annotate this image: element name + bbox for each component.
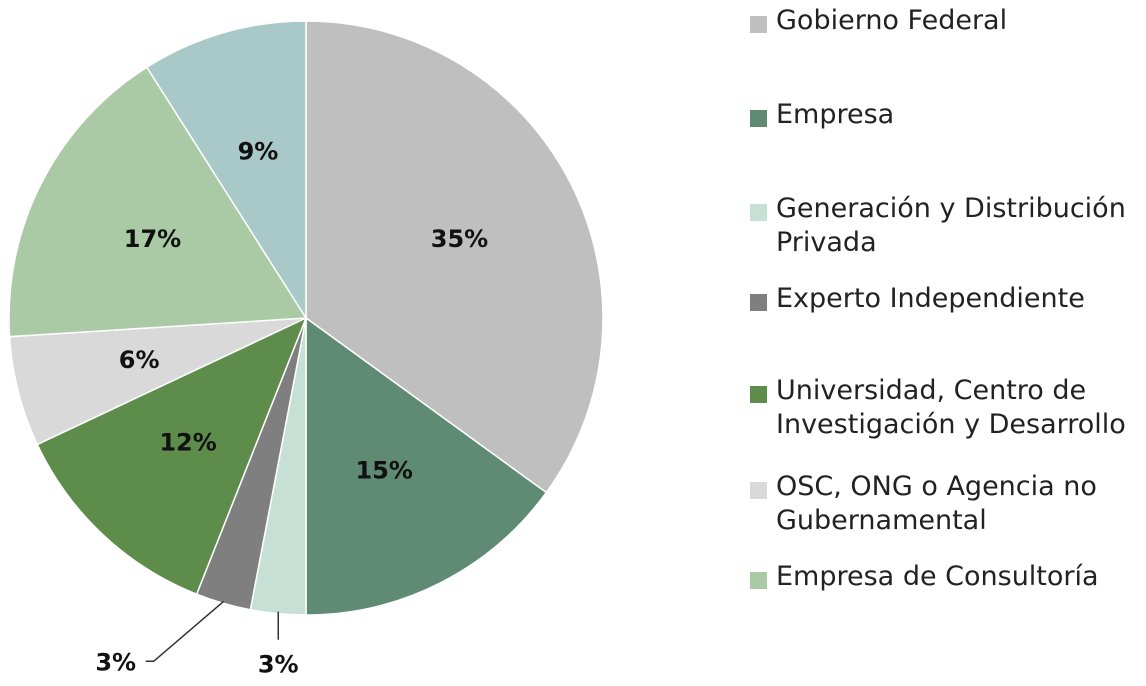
- legend-item: Empresa: [750, 98, 1146, 132]
- chart: 35% 15% 3% 3% 12% 6% 17% 9%: [8, 20, 604, 679]
- legend-label: Experto Independiente: [776, 283, 1085, 314]
- legend-item: Experto Independiente: [750, 282, 1146, 316]
- pie-slice: [8, 66, 308, 338]
- data-label: 3%: [258, 651, 299, 679]
- legend-swatch: [750, 294, 767, 311]
- data-label: 15%: [355, 456, 412, 484]
- legend-swatch: [750, 110, 767, 127]
- pie-slice: [145, 20, 307, 321]
- legend-swatch: [750, 204, 767, 221]
- pie-slice: [36, 316, 308, 596]
- legend-item: Universidad, Centro de Investigación y D…: [750, 374, 1146, 442]
- legend-label: Generación y Distribución Privada: [776, 193, 1126, 258]
- legend-item: OSC, ONG o Agencia no Gubernamental: [750, 470, 1146, 538]
- legend-item: Empresa de Consultoría: [750, 560, 1146, 594]
- leader-line: [145, 600, 225, 663]
- legend-swatch: [750, 482, 767, 499]
- legend-item: Generación y Distribución Privada: [750, 192, 1146, 260]
- data-label: 6%: [119, 346, 160, 374]
- legend-swatch: [750, 572, 767, 589]
- data-label: 35%: [431, 225, 488, 253]
- legend-label: Gobierno Federal: [776, 5, 1008, 36]
- legend-label: Empresa: [776, 99, 895, 130]
- data-label: 9%: [238, 138, 279, 166]
- legend-label: OSC, ONG o Agencia no Gubernamental: [776, 471, 1097, 536]
- data-label: 3%: [95, 648, 136, 676]
- pie-slice: [305, 20, 604, 494]
- data-label: 12%: [159, 429, 216, 457]
- data-label: 17%: [124, 225, 181, 253]
- legend-label: Universidad, Centro de Investigación y D…: [776, 375, 1126, 440]
- legend-label: Empresa de Consultoría: [776, 561, 1099, 592]
- pie-slice: [305, 316, 548, 616]
- legend-swatch: [750, 16, 767, 33]
- legend-swatch: [750, 386, 767, 403]
- legend-item: Gobierno Federal: [750, 4, 1146, 38]
